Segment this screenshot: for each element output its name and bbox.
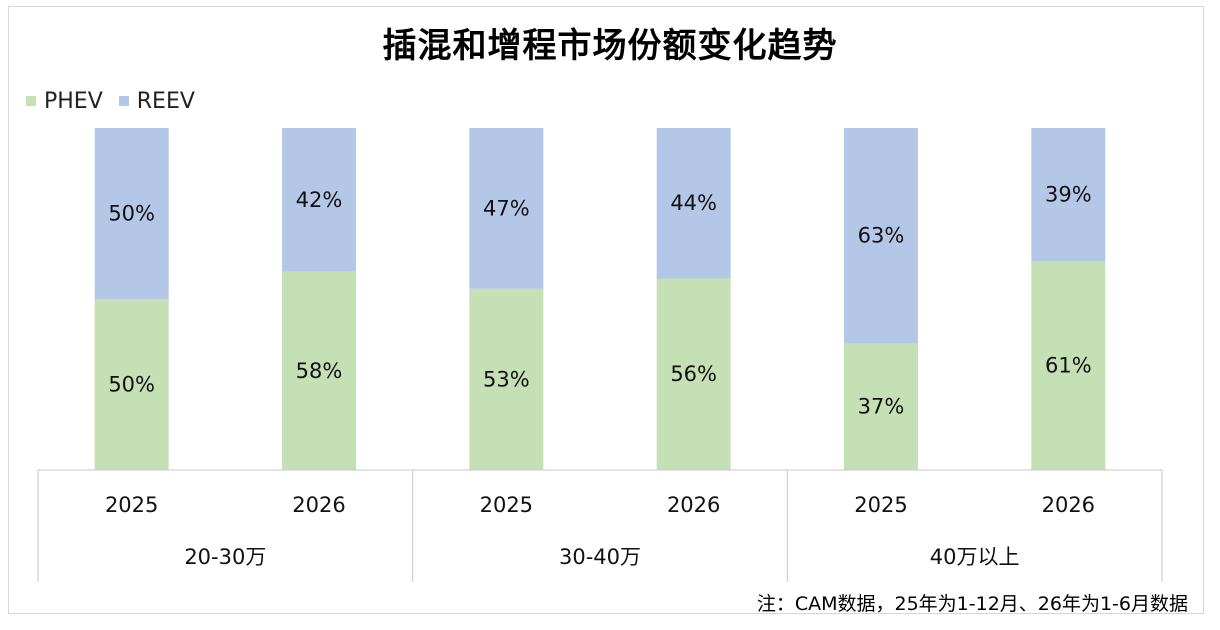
bar-phev-0 [94, 299, 169, 470]
group-label-2: 40万以上 [930, 545, 1020, 569]
legend-swatch-reev [118, 96, 129, 106]
legend-label-phev: PHEV [44, 88, 103, 114]
bar-reev-5 [1031, 128, 1106, 262]
legend-entry-phev: PHEV [26, 89, 103, 114]
data-label-reev-2: 47% [483, 196, 530, 220]
tick-label-year-1: 2026 [292, 493, 345, 517]
legend-entry-reev: REEV [118, 88, 195, 114]
footnote: 注：CAM数据，25年为1-12月、26年为1-6月数据 [756, 593, 1188, 615]
legend-label-reev: REEV [136, 88, 195, 114]
legend-swatch-phev [26, 96, 36, 106]
data-label-phev-2: 53% [483, 367, 530, 391]
data-label-reev-3: 44% [670, 191, 717, 215]
tick-label-year-2: 2025 [480, 493, 533, 517]
data-label-phev-0: 50% [108, 373, 155, 397]
data-label-reev-4: 63% [858, 224, 905, 248]
bar-phev-1 [282, 271, 356, 470]
bar-phev-5 [1031, 261, 1106, 470]
data-label-phev-1: 58% [296, 359, 343, 383]
bar-phev-4 [844, 343, 918, 470]
bar-reev-4 [844, 128, 918, 344]
data-label-phev-5: 61% [1045, 354, 1092, 378]
data-label-phev-4: 37% [858, 395, 905, 419]
bar-reev-3 [656, 128, 731, 279]
tick-label-year-3: 2026 [667, 493, 720, 517]
data-label-reev-0: 50% [108, 202, 155, 226]
legend: PHEV REEV [26, 88, 211, 114]
tick-label-year-4: 2025 [854, 493, 907, 517]
data-label-phev-3: 56% [670, 362, 717, 386]
tick-label-year-5: 2026 [1042, 493, 1095, 517]
bar-phev-2 [469, 288, 544, 470]
bar-reev-0 [94, 128, 169, 299]
chart-title: 插混和增程市场份额变化趋势 [382, 26, 838, 66]
group-label-0: 20-30万 [184, 545, 266, 569]
group-label-1: 30-40万 [559, 545, 641, 569]
data-label-reev-5: 39% [1045, 183, 1092, 207]
bar-reev-1 [282, 128, 356, 272]
chart-frame [8, 6, 1204, 614]
data-label-reev-1: 42% [296, 188, 343, 212]
bar-phev-3 [656, 278, 731, 470]
bar-reev-2 [469, 128, 544, 289]
tick-label-year-0: 2025 [105, 493, 158, 517]
